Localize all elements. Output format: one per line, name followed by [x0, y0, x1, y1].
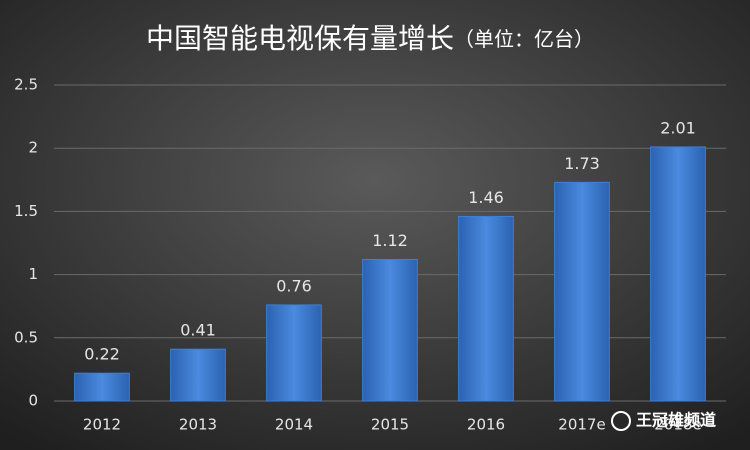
data-label: 2.01 [660, 118, 696, 137]
x-tick-label: 2013 [179, 416, 217, 434]
x-tick-label: 2015 [371, 416, 409, 434]
bar [554, 181, 610, 402]
data-label: 1.46 [468, 188, 504, 207]
title: 中国智能电视保有量增长 [146, 22, 454, 55]
bar [74, 372, 130, 402]
y-tick-label: 1.5 [14, 202, 38, 220]
y-tick-label: 0.5 [14, 328, 38, 346]
y-tick-label: 0 [28, 392, 38, 410]
data-label: 0.76 [276, 276, 312, 295]
data-label: 1.12 [372, 231, 408, 250]
x-tick-label: 2016 [467, 416, 505, 434]
bar [266, 304, 322, 402]
bar [650, 146, 706, 402]
x-tick-label: 2018e [654, 416, 701, 434]
y-tick-label: 2 [28, 139, 38, 157]
x-tick-label: 2012 [83, 416, 121, 434]
data-label: 0.22 [84, 345, 120, 364]
y-tick-label: 1 [28, 265, 38, 283]
chart-title: 中国智能电视保有量增长（单位：亿台） [146, 22, 594, 55]
bar [362, 258, 418, 402]
bar [170, 348, 226, 402]
data-label: 1.73 [564, 154, 600, 173]
subtitle: （单位：亿台） [454, 27, 594, 51]
watermark-icon [611, 411, 631, 431]
x-tick-label: 2017e [558, 416, 605, 434]
data-label: 0.41 [180, 321, 216, 340]
bar [458, 215, 514, 402]
watermark: 王冠雄频道 [636, 411, 716, 430]
x-tick-label: 2014 [275, 416, 313, 434]
y-tick-label: 2.5 [14, 76, 38, 94]
watermark-group: 王冠雄频道 [611, 411, 716, 431]
